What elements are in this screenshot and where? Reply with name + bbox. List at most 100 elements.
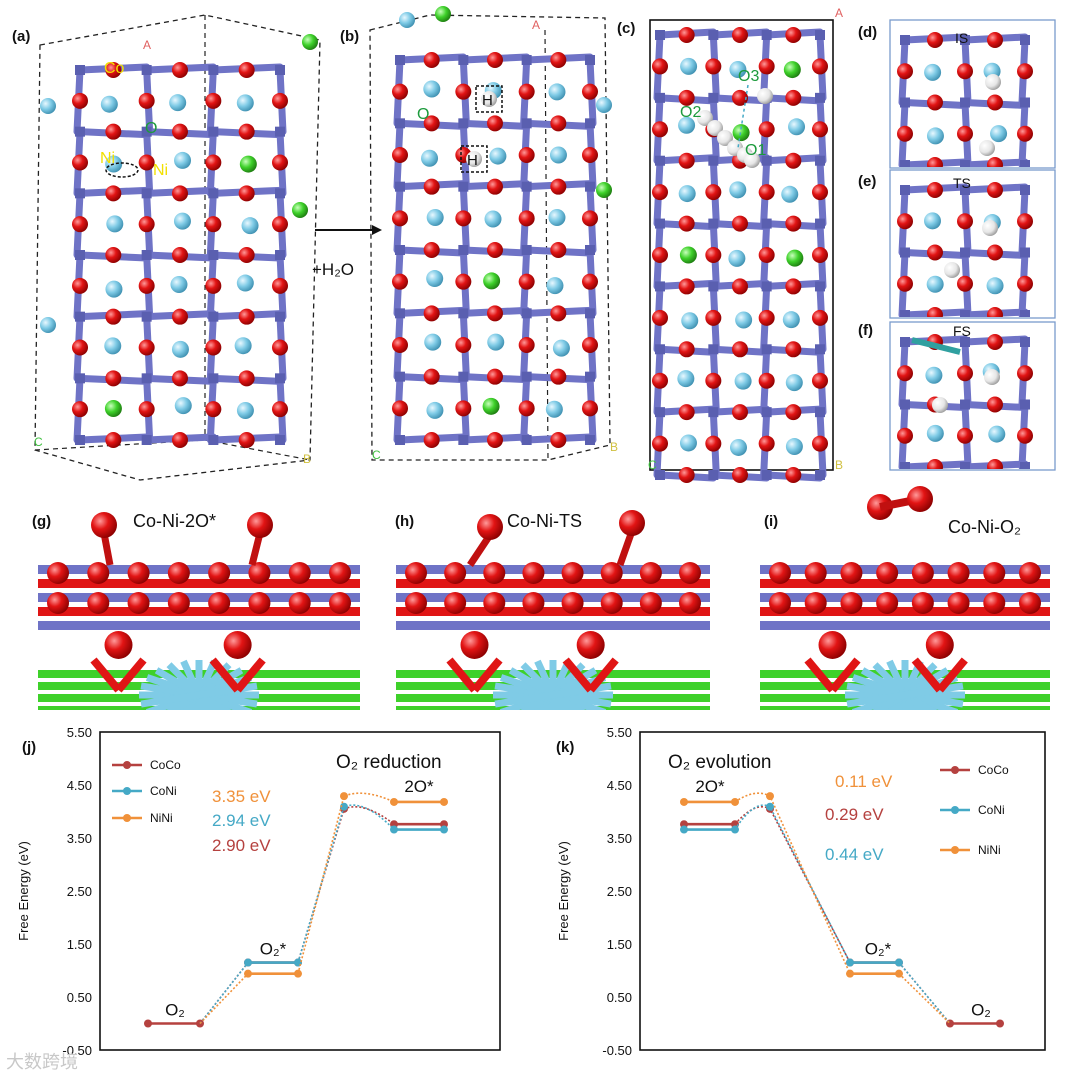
panel-label-b: (b) — [340, 28, 360, 45]
reaction-arrow-label: +H₂O — [312, 260, 355, 279]
data-point-NiNi — [390, 797, 398, 806]
legend-label-CoNi: CoNi — [150, 784, 177, 798]
data-point-CoCo — [144, 1019, 152, 1028]
y-tick-label: 3.50 — [67, 831, 92, 846]
connector-NiNi — [898, 973, 951, 1025]
legend-marker-CoNi — [951, 806, 959, 814]
data-point-CoNi — [895, 958, 903, 967]
ts-connector-CoCo — [297, 806, 395, 963]
axis-label-b-a: A — [532, 18, 541, 32]
y-axis-label: Free Energy (eV) — [16, 841, 31, 941]
chart-title: O₂ evolution — [668, 752, 772, 773]
ts-connector-NiNi — [297, 792, 395, 974]
axis-label-c-b: B — [835, 458, 844, 472]
data-point-CoCo — [996, 1019, 1004, 1028]
data-point-NiNi — [731, 797, 739, 806]
plot-frame — [639, 731, 1046, 1051]
axis-label-b-b: B — [610, 440, 619, 454]
atom-label-b-h2: H — [467, 152, 478, 169]
axis-label-c-c: C — [648, 458, 657, 472]
barrier-label: 3.35 eV — [212, 787, 271, 806]
chart-title: O₂ reduction — [336, 752, 442, 773]
data-point-NiNi — [680, 797, 688, 806]
slab-i — [760, 486, 1050, 710]
y-tick-label: 2.50 — [67, 884, 92, 899]
watermark-text: 大数跨境 — [6, 1052, 78, 1073]
chart-o2-evolution: -0.50 0.50 1.50 2.50 3.50 4.50 5.50 Free Energy… — [556, 725, 1046, 1058]
y-tick-label: 3.50 — [607, 831, 632, 846]
panel-label-c: (c) — [617, 20, 636, 37]
legend-label-CoNi: CoNi — [978, 803, 1005, 817]
panel-label-e: (e) — [858, 173, 877, 190]
y-tick-label: 0.50 — [67, 990, 92, 1005]
y-tick-label: -0.50 — [62, 1043, 92, 1058]
atom-label-ni-2: Ni — [153, 162, 169, 179]
ts-connector-CoCo — [734, 806, 851, 963]
structure-f — [889, 321, 1056, 471]
structure-a — [34, 14, 321, 481]
legend-label-NiNi: NiNi — [978, 843, 1001, 857]
connector-CoNi — [199, 962, 249, 1024]
data-point-CoNi — [440, 825, 448, 834]
y-axis-label: Free Energy (eV) — [556, 841, 571, 941]
barrier-label: 2.90 eV — [212, 836, 271, 855]
plot-frame — [99, 731, 501, 1051]
atom-label-c-o3: O3 — [738, 68, 760, 85]
y-tick-label: 4.50 — [607, 778, 632, 793]
legend-marker-CoCo — [951, 766, 959, 774]
atom-label-b-h1: H — [482, 92, 493, 109]
axis-label-a-c: C — [34, 435, 43, 449]
atom-label-b-o: O — [417, 106, 430, 123]
ts-point-NiNi — [340, 792, 348, 801]
state-label: O₂ — [165, 1001, 185, 1020]
y-tick-label: 1.50 — [67, 937, 92, 952]
panel-d-title: IS — [955, 30, 969, 46]
y-tick-label: -0.50 — [602, 1043, 632, 1058]
panel-f-title: FS — [953, 323, 971, 339]
state-label: O₂* — [260, 940, 287, 959]
atom-label-co: Co — [104, 60, 125, 77]
y-tick-label: 1.50 — [607, 937, 632, 952]
panel-i-title: Co-Ni-O₂ — [948, 517, 1021, 537]
structure-c — [649, 19, 834, 483]
ts-point-CoNi — [340, 802, 348, 811]
panel-label-f: (f) — [858, 322, 873, 339]
legend-label-NiNi: NiNi — [150, 811, 173, 825]
connector-CoNi — [898, 962, 951, 1025]
y-tick-label: 5.50 — [607, 725, 632, 740]
panel-label-d: (d) — [858, 24, 878, 41]
crystal-structure-figures — [34, 6, 1056, 483]
legend-marker-NiNi — [123, 814, 131, 822]
panel-label-h: (h) — [395, 513, 415, 530]
ts-point-NiNi — [766, 792, 774, 801]
barrier-label: 0.11 eV — [835, 772, 893, 791]
state-label: 2O* — [404, 777, 434, 796]
panel-label-g: (g) — [32, 513, 52, 530]
structure-b — [369, 6, 612, 461]
barrier-label: 0.44 eV — [825, 845, 884, 864]
axis-label-b-c: C — [372, 448, 381, 462]
panel-label-i: (i) — [764, 513, 779, 530]
slab-structures — [38, 486, 1050, 710]
axis-label-c-a: A — [835, 6, 844, 20]
barrier-label: 2.94 eV — [212, 811, 271, 830]
legend-marker-NiNi — [951, 846, 959, 854]
panel-label-a: (a) — [12, 28, 31, 45]
atom-label-o: O — [145, 120, 158, 137]
structure-e — [889, 169, 1056, 319]
panel-label-j: (j) — [22, 739, 37, 756]
y-tick-label: 2.50 — [607, 884, 632, 899]
reaction-arrow-head — [372, 225, 382, 235]
legend-label-CoCo: CoCo — [150, 758, 181, 772]
structure-d — [889, 19, 1056, 169]
ts-connector-CoNi — [297, 804, 395, 963]
data-point-CoNi — [244, 958, 252, 967]
y-tick-label: 4.50 — [67, 778, 92, 793]
legend-marker-CoNi — [123, 787, 131, 795]
data-point-CoCo — [946, 1019, 954, 1028]
ts-connector-CoNi — [734, 804, 851, 963]
slab-g — [38, 512, 360, 710]
legend-label-CoCo: CoCo — [978, 763, 1009, 777]
panel-g-title: Co-Ni-2O* — [133, 511, 217, 531]
axis-label-a-a: A — [143, 38, 152, 52]
